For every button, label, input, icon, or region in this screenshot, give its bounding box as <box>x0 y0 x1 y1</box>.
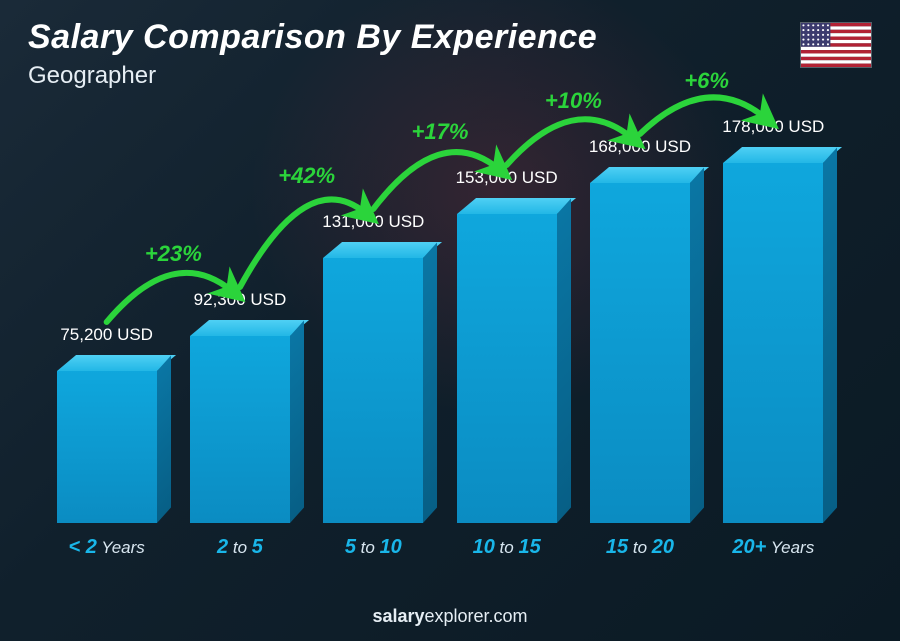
footer-brand: salaryexplorer.com <box>0 606 900 627</box>
bar: 75,200 USD <box>40 120 173 523</box>
page-subtitle: Geographer <box>28 62 156 90</box>
x-tick: 20+ Years <box>707 536 840 559</box>
bars-container: 75,200 USD 92,300 USD 131,000 USD 153,000 U… <box>40 120 840 523</box>
bar-3d <box>323 258 423 523</box>
footer-brand-rest: explorer.com <box>425 606 528 626</box>
bar-chart: 75,200 USD 92,300 USD 131,000 USD 153,000 U… <box>40 120 840 551</box>
bar: 131,000 USD <box>307 120 440 523</box>
increment-pct-label: +6% <box>684 68 729 93</box>
bar: 168,000 USD <box>573 120 706 523</box>
bar-value-label: 131,000 USD <box>322 212 424 232</box>
x-tick: 15 to 20 <box>573 536 706 559</box>
chart-stage: Salary Comparison By Experience Geograph… <box>0 0 900 641</box>
x-tick: 2 to 5 <box>173 536 306 559</box>
bar: 178,000 USD <box>707 120 840 523</box>
bar-value-label: 75,200 USD <box>60 325 153 345</box>
bar-3d <box>57 371 157 523</box>
bar-value-label: 92,300 USD <box>194 290 287 310</box>
bar-value-label: 178,000 USD <box>722 117 824 137</box>
footer-brand-bold: salary <box>372 606 424 626</box>
bar-3d <box>190 336 290 523</box>
increment-pct-label: +10% <box>545 88 602 113</box>
bar-value-label: 168,000 USD <box>589 137 691 157</box>
usa-flag-icon <box>800 22 872 68</box>
x-tick: 5 to 10 <box>307 536 440 559</box>
bar-value-label: 153,000 USD <box>456 168 558 188</box>
bar: 92,300 USD <box>173 120 306 523</box>
bar-3d <box>590 183 690 523</box>
page-title: Salary Comparison By Experience <box>28 18 597 57</box>
x-axis-ticks: < 2 Years2 to 55 to 1010 to 1515 to 2020… <box>40 536 840 559</box>
bar-3d <box>457 214 557 523</box>
x-tick: < 2 Years <box>40 536 173 559</box>
bar-3d <box>723 163 823 523</box>
bar: 153,000 USD <box>440 120 573 523</box>
x-tick: 10 to 15 <box>440 536 573 559</box>
